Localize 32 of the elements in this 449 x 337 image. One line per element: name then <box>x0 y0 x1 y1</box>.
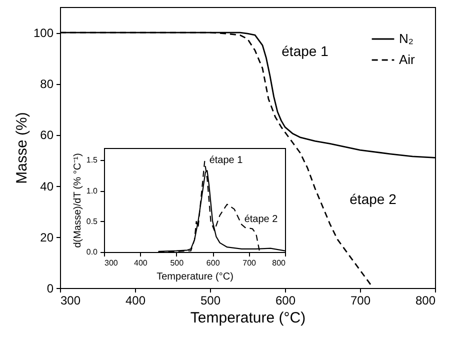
y-tick-label: 1.5 <box>86 156 98 165</box>
annotation: étape 1 <box>282 43 329 59</box>
x-tick-label: 400 <box>134 258 148 268</box>
x-tick-label: 800 <box>415 294 436 308</box>
x-tick-label: 300 <box>60 294 81 308</box>
y-tick-label: 100 <box>33 26 54 40</box>
y-tick-label: 60 <box>40 128 54 142</box>
y-tick-label: 1.0 <box>86 186 98 196</box>
annotation: étape 2 <box>350 191 397 207</box>
legend-label: N₂ <box>399 31 414 46</box>
x-tick-label: 500 <box>200 294 221 308</box>
x-axis-title: Temperature (°C) <box>190 310 306 326</box>
y-tick-label: 20 <box>40 230 54 244</box>
y-tick-label: 80 <box>40 77 54 92</box>
y-axis-title: d(Masse)/dT (% °C⁻¹) <box>72 153 84 248</box>
x-tick-label: 700 <box>350 294 371 308</box>
x-tick-label: 300 <box>104 258 118 268</box>
y-tick-label: 0.5 <box>86 216 98 226</box>
y-tick-label: 40 <box>40 179 54 194</box>
x-tick-label: 400 <box>125 294 146 308</box>
y-tick-label: 0 <box>46 282 54 296</box>
x-tick-label: 700 <box>242 258 257 268</box>
annotation: étape 1 <box>209 155 244 166</box>
y-axis-title: Masse (%) <box>13 112 30 184</box>
x-tick-label: 600 <box>206 258 220 268</box>
x-axis-title: Temperature (°C) <box>156 272 234 282</box>
x-tick-label: 800 <box>272 258 286 268</box>
x-tick-label: 600 <box>275 294 296 308</box>
y-tick-label: 0.0 <box>86 248 98 256</box>
x-tick-label: 500 <box>170 258 184 268</box>
legend-label: Air <box>399 52 416 67</box>
annotation: étape 2 <box>244 214 278 225</box>
